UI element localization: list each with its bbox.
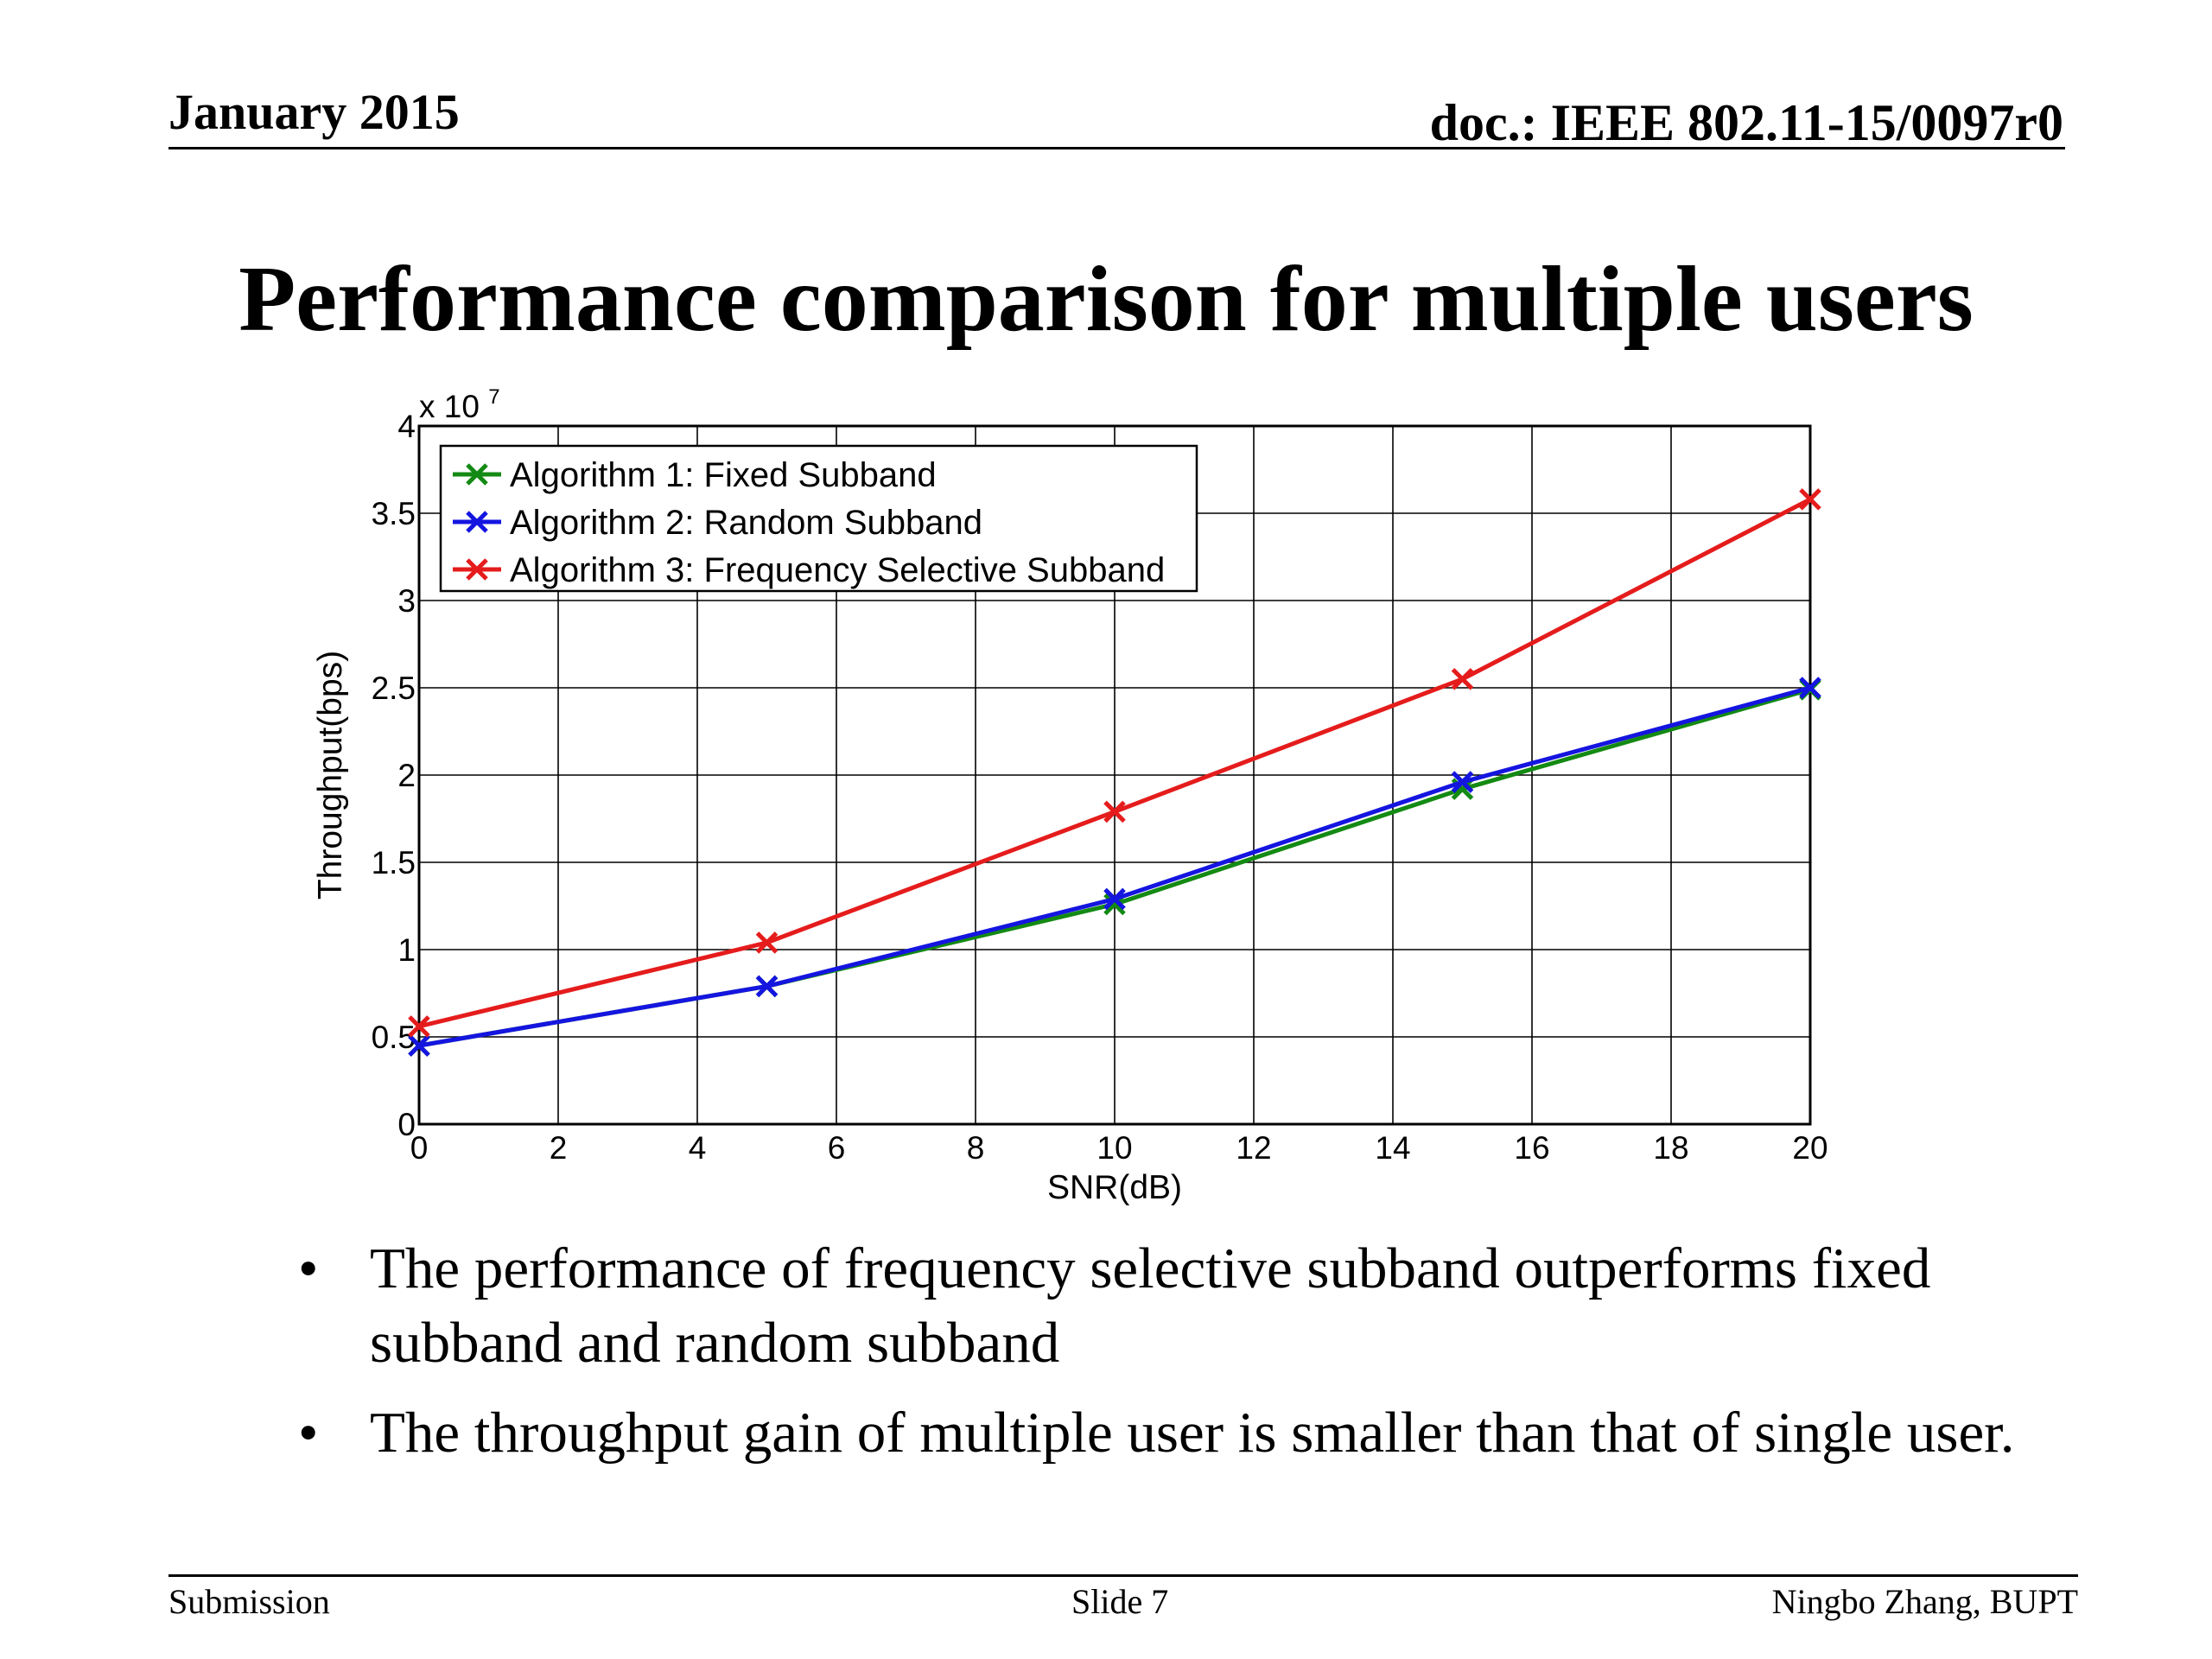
bullet-text: The performance of frequency selective s… [370, 1236, 1931, 1375]
x-tick-label: 0 [410, 1130, 429, 1166]
header-divider [168, 147, 2065, 149]
y-tick-labels: 0 0.5 1 1.5 2 2.5 3 3.5 4 [372, 409, 416, 1142]
legend-marker [466, 463, 488, 486]
y-multiplier: x 10 7 [419, 385, 500, 424]
bullet-list: • The performance of frequency selective… [298, 1231, 2061, 1485]
y-multiplier-base: x 10 [419, 389, 480, 424]
y-tick-label: 1 [397, 932, 416, 968]
data-point-marker [1451, 771, 1474, 793]
y-tick-label: 0.5 [372, 1020, 416, 1055]
x-tick-label: 12 [1236, 1130, 1271, 1166]
data-point-marker [408, 1015, 430, 1038]
x-tick-label: 4 [689, 1130, 707, 1166]
slide-title: Performance comparison for multiple user… [238, 248, 1974, 351]
x-tick-label: 18 [1653, 1130, 1688, 1166]
data-point-marker [408, 1034, 430, 1057]
x-axis-label: SNR(dB) [1047, 1169, 1182, 1206]
footer-slide-number: Slide 7 [1071, 1582, 1169, 1621]
data-point-marker [755, 975, 779, 998]
y-tick-label: 1.5 [372, 845, 416, 880]
bullet-item: • The throughput gain of multiple user i… [298, 1395, 2061, 1470]
data-point-marker [755, 931, 779, 954]
plot-frame [417, 424, 1812, 1126]
x-tick-label: 20 [1792, 1130, 1827, 1166]
legend-label: Algorithm 2: Random Subband [510, 504, 982, 542]
throughput-line-chart: 0 0.5 1 1.5 2 2.5 3 3.5 4 0 2 4 6 8 10 12 14 16 18 20 x 10… [312, 385, 1828, 1206]
y-axis-label: Throughput(bps) [312, 651, 349, 899]
bullet-item: • The performance of frequency selective… [298, 1231, 2061, 1380]
bullet-marker: • [298, 1236, 319, 1300]
series-lines [408, 488, 1821, 1057]
bullet-marker: • [298, 1401, 319, 1465]
footer-submission: Submission [168, 1582, 330, 1621]
data-point-marker [1799, 488, 1821, 511]
y-tick-label: 2 [397, 758, 416, 793]
y-tick-label: 4 [397, 409, 416, 444]
legend-marker [466, 558, 488, 581]
legend-marker [466, 511, 488, 533]
legend-label: Algorithm 3: Frequency Selective Subband [510, 551, 1165, 589]
legend-label: Algorithm 1: Fixed Subband [510, 456, 937, 494]
y-tick-label: 3.5 [372, 496, 416, 531]
footer-divider [168, 1574, 2078, 1577]
x-tick-label: 16 [1514, 1130, 1549, 1166]
data-point-marker [1799, 677, 1821, 699]
x-tick-label: 2 [550, 1130, 568, 1166]
header-doc-id: doc.: IEEE 802.11-15/0097r0 [1429, 94, 2063, 151]
y-tick-label: 3 [397, 583, 416, 619]
data-point-marker [1103, 887, 1126, 911]
y-tick-label: 0 [397, 1107, 416, 1142]
y-multiplier-exponent: 7 [488, 385, 499, 409]
x-tick-label: 8 [967, 1130, 985, 1166]
data-point-marker [1103, 800, 1126, 823]
footer-author: Ningbo Zhang, BUPT [1771, 1582, 2078, 1621]
y-tick-label: 2.5 [372, 671, 416, 706]
x-tick-label: 6 [828, 1130, 846, 1166]
x-tick-labels: 0 2 4 6 8 10 12 14 16 18 20 [410, 1130, 1828, 1166]
legend: Algorithm 1: Fixed Subband Algorithm 2: R… [439, 444, 1198, 593]
x-tick-label: 14 [1375, 1130, 1410, 1166]
series-2 [408, 677, 1821, 1057]
legend-box [439, 444, 1198, 593]
bullet-text: The throughput gain of multiple user is … [370, 1401, 2015, 1465]
header-date: January 2015 [168, 84, 460, 140]
series-3 [408, 488, 1821, 1038]
data-point-marker [1451, 778, 1474, 800]
x-tick-label: 10 [1096, 1130, 1132, 1166]
data-point-marker [1451, 668, 1474, 690]
